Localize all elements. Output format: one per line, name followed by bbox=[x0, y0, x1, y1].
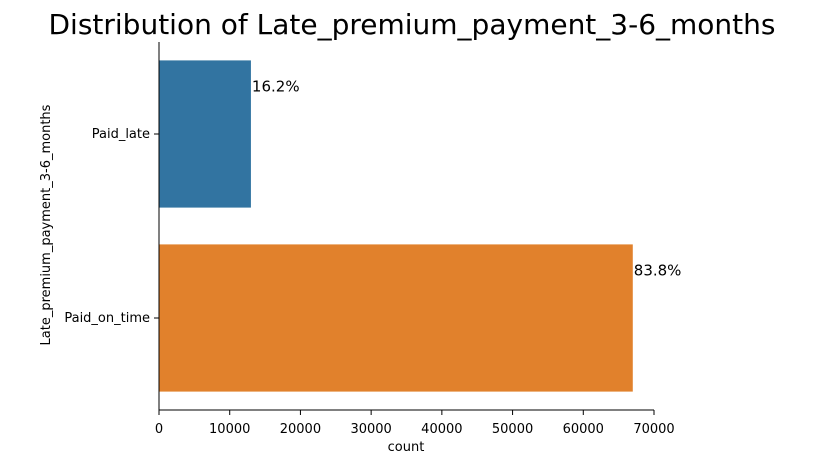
x-tick-label: 20000 bbox=[280, 422, 321, 437]
x-tick-label: 10000 bbox=[209, 422, 250, 437]
x-tick-label: 40000 bbox=[421, 422, 462, 437]
x-tick-label: 30000 bbox=[350, 422, 391, 437]
y-tick-label: Paid_on_time bbox=[64, 311, 150, 326]
axes-group: Paid_late Paid_on_time 0 10000 20000 30000 400… bbox=[64, 42, 675, 437]
x-tick-label: 50000 bbox=[492, 422, 533, 437]
data-label: 16.2% bbox=[252, 78, 300, 96]
x-tick-label: 0 bbox=[155, 422, 163, 437]
bar-paid-on-time bbox=[159, 244, 633, 392]
x-axis-label: count bbox=[388, 440, 425, 455]
y-axis-label: Late_premium_payment_3-6_months bbox=[39, 104, 54, 345]
bar-paid-late bbox=[159, 60, 251, 208]
x-tick-label: 70000 bbox=[633, 422, 674, 437]
bars-group: 16.2% 83.8% bbox=[159, 60, 682, 392]
y-tick-label: Paid_late bbox=[92, 127, 150, 142]
data-label: 83.8% bbox=[634, 262, 682, 280]
chart-title: Distribution of Late_premium_payment_3-6… bbox=[48, 8, 775, 41]
x-tick-label: 60000 bbox=[563, 422, 604, 437]
